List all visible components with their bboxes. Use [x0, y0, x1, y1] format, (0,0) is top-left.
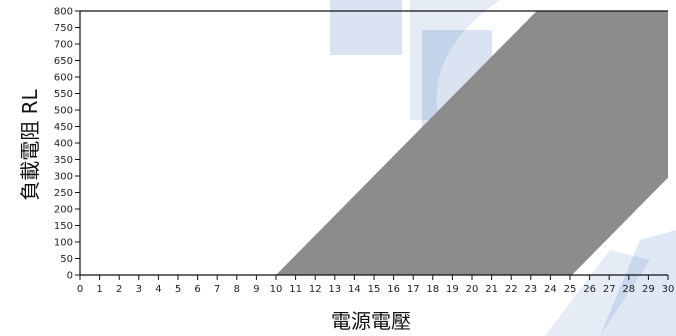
y-tick-label: 150 [54, 221, 73, 232]
x-tick-label: 15 [368, 284, 381, 295]
x-tick-label: 5 [175, 284, 181, 295]
x-tick-label: 1 [96, 284, 102, 295]
x-tick-label: 2 [116, 284, 122, 295]
x-tick-label: 20 [466, 284, 479, 295]
y-tick-label: 250 [54, 188, 73, 199]
y-tick-label: 100 [54, 238, 73, 249]
x-tick-label: 8 [234, 284, 240, 295]
y-tick-label: 50 [60, 254, 73, 265]
watermark-bar-top [330, 0, 402, 55]
x-tick-label: 22 [505, 284, 518, 295]
x-axis-title: 電源電壓 [331, 309, 411, 333]
x-tick-label: 30 [662, 284, 675, 295]
x-tick-label: 13 [328, 284, 341, 295]
x-axis-ticks: 0 1 2 3 4 5 6 7 8 9 10 11 12 13 14 15 16 17 18 19 20 21 22 23 24… [77, 275, 675, 295]
x-tick-label: 27 [603, 284, 616, 295]
operating-region [276, 11, 668, 275]
x-tick-label: 23 [524, 284, 537, 295]
x-tick-label: 25 [564, 284, 577, 295]
x-tick-label: 14 [348, 284, 361, 295]
x-tick-label: 29 [642, 284, 655, 295]
y-tick-label: 550 [54, 89, 73, 100]
x-tick-label: 9 [253, 284, 259, 295]
x-tick-label: 18 [426, 284, 439, 295]
x-tick-label: 4 [155, 284, 161, 295]
x-tick-label: 3 [136, 284, 142, 295]
x-tick-label: 0 [77, 284, 83, 295]
x-tick-label: 12 [309, 284, 322, 295]
operating-region-layer [276, 11, 668, 275]
y-tick-label: 700 [54, 40, 73, 51]
x-tick-label: 17 [407, 284, 420, 295]
x-tick-label: 10 [270, 284, 283, 295]
y-tick-label: 400 [54, 139, 73, 150]
y-tick-label: 200 [54, 205, 73, 216]
watermark-corner-stripe [545, 250, 650, 336]
watermark-arc [410, 0, 500, 120]
x-tick-label: 11 [289, 284, 302, 295]
x-tick-label: 24 [544, 284, 557, 295]
y-tick-label: 600 [54, 73, 73, 84]
y-tick-label: 0 [67, 271, 73, 282]
x-tick-label: 19 [446, 284, 459, 295]
y-tick-label: 350 [54, 155, 73, 166]
y-tick-label: 450 [54, 122, 73, 133]
x-tick-label: 21 [485, 284, 498, 295]
y-tick-label: 300 [54, 172, 73, 183]
x-tick-label: 16 [387, 284, 400, 295]
watermark-corner-bottom [600, 230, 676, 336]
y-tick-label: 500 [54, 106, 73, 117]
y-tick-label: 650 [54, 56, 73, 67]
y-tick-label: 750 [54, 23, 73, 34]
y-axis-title: 負載電阻 RL [18, 88, 42, 200]
x-tick-label: 6 [194, 284, 200, 295]
x-tick-label: 28 [622, 284, 635, 295]
y-tick-label: 800 [54, 7, 73, 18]
x-tick-label: 26 [583, 284, 596, 295]
x-tick-label: 7 [214, 284, 220, 295]
y-axis-ticks: 0 50 100 150 200 250 300 350 400 450 500 550 600 650 7… [54, 7, 80, 282]
